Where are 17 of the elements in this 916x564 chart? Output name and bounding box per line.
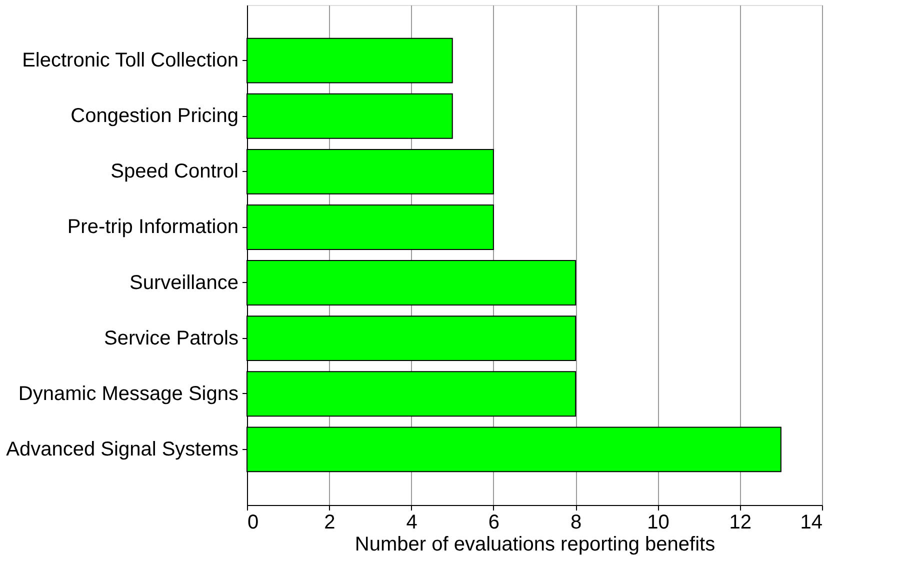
- x-axis-title: Number of evaluations reporting benefits: [354, 534, 716, 556]
- y-tick-label: Dynamic Message Signs: [18, 382, 238, 405]
- x-tick-label: 10: [647, 512, 670, 534]
- y-tick-label: Pre-trip Information: [67, 216, 238, 238]
- y-tick-label: Service Patrols: [104, 327, 238, 350]
- y-tick-label: Congestion Pricing: [70, 105, 238, 128]
- x-tick-label: 4: [406, 512, 418, 534]
- x-tick-label: 6: [488, 512, 500, 534]
- x-tick-label: 12: [729, 512, 752, 534]
- x-tick-label: 8: [570, 512, 582, 534]
- y-tick-label: Speed Control: [110, 160, 238, 183]
- y-tick-label: Advanced Signal Systems: [6, 438, 238, 460]
- x-tick-label: 2: [324, 512, 336, 534]
- x-tick-label: 0: [248, 512, 259, 534]
- x-tick-label: 14: [800, 512, 822, 534]
- y-tick-label: Electronic Toll Collection: [22, 50, 238, 72]
- y-tick-label: Surveillance: [130, 272, 238, 294]
